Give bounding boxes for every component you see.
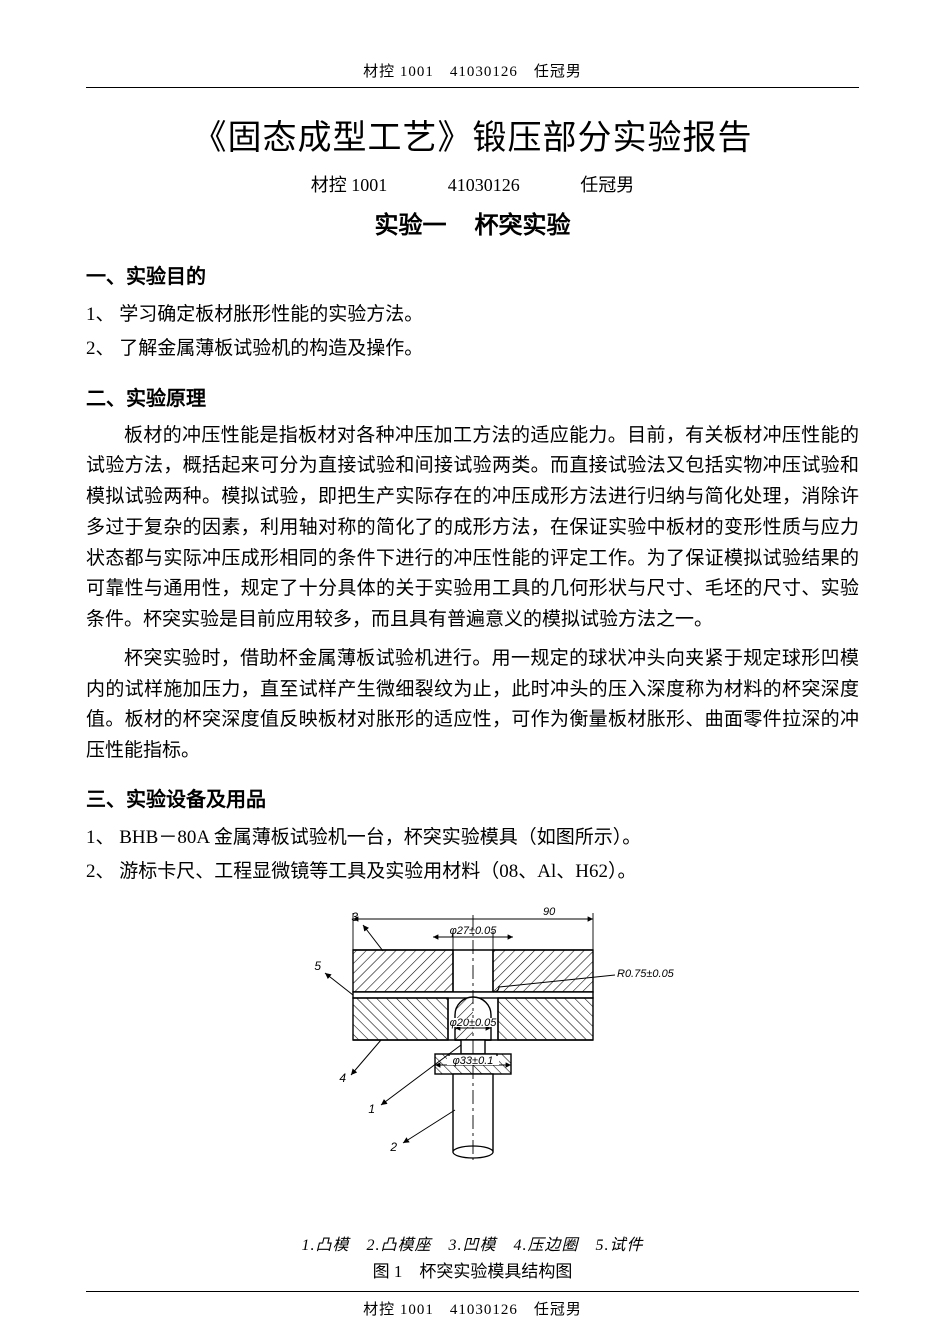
author-class: 材控 1001 bbox=[311, 171, 388, 197]
leader-1: 1 bbox=[368, 1102, 375, 1116]
section-1-head: 一、实验目的 bbox=[86, 260, 859, 289]
section-3-item-1: 1、 BHB－80A 金属薄板试验机一台，杯突实验模具（如图所示）。 bbox=[86, 822, 859, 854]
leader-2: 2 bbox=[389, 1140, 397, 1154]
mold-diagram: R0.75±0.05 90 bbox=[263, 895, 683, 1225]
running-head: 材控 1001 41030126 任冠男 bbox=[86, 24, 859, 87]
figure-1-caption: 图 1 杯突实验模具结构图 bbox=[373, 1257, 573, 1282]
author-name: 任冠男 bbox=[580, 171, 634, 197]
dim-punch-ball: φ20±0.05 bbox=[449, 1017, 497, 1029]
figure-1-legend: 1.凸模 2.凸模座 3.凹模 4.压边圈 5.试件 bbox=[301, 1231, 643, 1255]
page-footer: 材控 1001 41030126 任冠男 bbox=[0, 1291, 945, 1319]
section-1-item-1: 1、 学习确定板材胀形性能的实验方法。 bbox=[86, 299, 859, 331]
dim-top-width: 90 bbox=[543, 906, 556, 918]
author-line: 材控 1001 41030126 任冠男 bbox=[86, 171, 859, 197]
section-2-para-2: 杯突实验时，借助杯金属薄板试验机进行。用一规定的球状冲头向夹紧于规定球形凹模内的… bbox=[86, 644, 859, 767]
section-2-head: 二、实验原理 bbox=[86, 382, 859, 411]
dim-fillet-radius: R0.75±0.05 bbox=[617, 968, 675, 980]
experiment-number: 实验一 bbox=[375, 212, 447, 239]
document-title: 《固态成型工艺》锻压部分实验报告 bbox=[86, 110, 859, 159]
figure-1: R0.75±0.05 90 bbox=[86, 895, 859, 1282]
author-id: 41030126 bbox=[448, 175, 520, 196]
experiment-name: 杯突实验 bbox=[475, 212, 571, 239]
document-page: 材控 1001 41030126 任冠男 《固态成型工艺》锻压部分实验报告 材控… bbox=[0, 0, 945, 1337]
header-rule bbox=[86, 87, 859, 88]
leader-5: 5 bbox=[314, 959, 321, 973]
section-3-head: 三、实验设备及用品 bbox=[86, 783, 859, 812]
running-foot: 材控 1001 41030126 任冠男 bbox=[0, 1292, 945, 1319]
dim-die-opening: φ27±0.05 bbox=[449, 925, 497, 937]
section-3-item-2: 2、 游标卡尺、工程显微镜等工具及实验用材料（08、Al、H62）。 bbox=[86, 856, 859, 888]
experiment-title: 实验一 杯突实验 bbox=[86, 205, 859, 240]
dim-punch-neck: φ33±0.1 bbox=[452, 1055, 493, 1067]
leader-4: 4 bbox=[339, 1071, 346, 1085]
leader-3: 3 bbox=[351, 910, 358, 924]
section-1-item-2: 2、 了解金属薄板试验机的构造及操作。 bbox=[86, 333, 859, 365]
section-2-para-1: 板材的冲压性能是指板材对各种冲压加工方法的适应能力。目前，有关板材冲压性能的试验… bbox=[86, 421, 859, 636]
